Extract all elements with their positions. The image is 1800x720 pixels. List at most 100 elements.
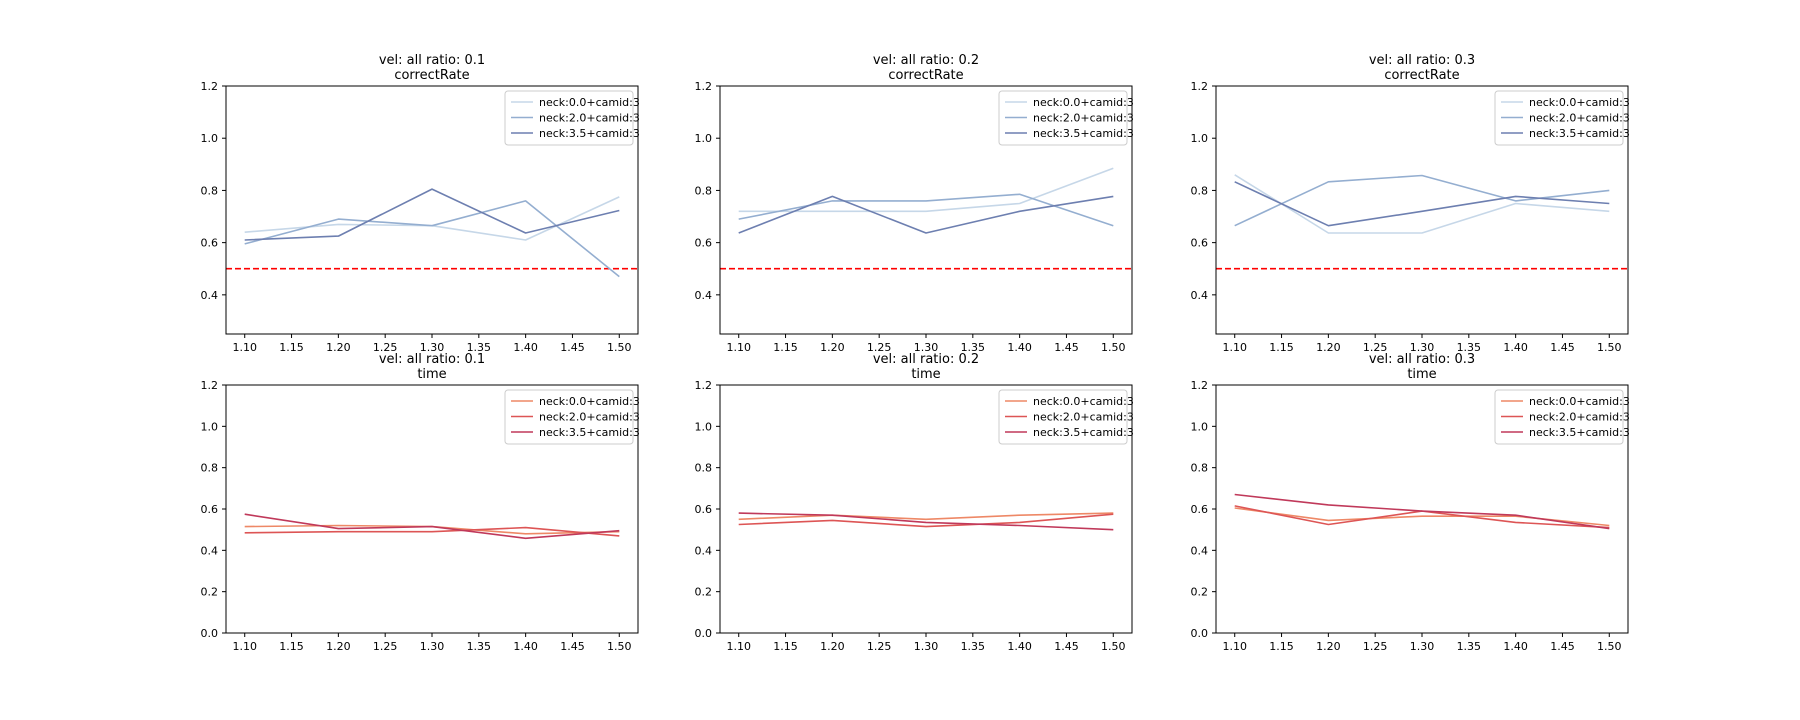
- y-tick-label: 0.6: [695, 237, 713, 250]
- legend-entry: neck:3.5+camid:3: [1033, 127, 1134, 140]
- x-tick-label: 1.20: [326, 640, 351, 653]
- plot-frame: [1215, 384, 1629, 634]
- subplot-title: vel: all ratio: 0.3: [1369, 53, 1475, 68]
- x-tick-label: 1.15: [279, 341, 304, 354]
- legend: neck:0.0+camid:3 neck:2.0+camid:3 neck:3.5…: [504, 389, 640, 445]
- y-tick-label: 0.4: [1191, 289, 1209, 302]
- x-tick-label: 1.50: [607, 640, 632, 653]
- y-tick-label: 0.6: [201, 503, 219, 516]
- x-tick-label: 1.50: [607, 341, 632, 354]
- x-tick-label: 1.35: [1457, 640, 1482, 653]
- legend: neck:0.0+camid:3 neck:2.0+camid:3 neck:3.5…: [998, 90, 1134, 146]
- y-tick-label: 1.0: [201, 132, 219, 145]
- y-tick-label: 0.8: [201, 462, 219, 475]
- y-tick-label: 1.2: [695, 379, 713, 392]
- x-tick-label: 1.30: [420, 341, 445, 354]
- y-tick-label: 0.0: [201, 627, 219, 640]
- legend-entry: neck:2.0+camid:3: [1529, 411, 1630, 424]
- x-tick-label: 1.30: [914, 341, 939, 354]
- subplot-title: vel: all ratio: 0.2: [873, 53, 979, 68]
- y-tick-label: 0.2: [695, 586, 713, 599]
- y-tick-label: 0.8: [201, 184, 219, 197]
- subplot-title: vel: all ratio: 0.1: [379, 53, 485, 68]
- x-tick-label: 1.20: [1316, 640, 1341, 653]
- y-tick-label: 1.0: [1191, 420, 1209, 433]
- y-tick-label: 1.0: [1191, 132, 1209, 145]
- x-tick-label: 1.10: [1222, 640, 1247, 653]
- subplot-title: vel: all ratio: 0.2: [873, 352, 979, 367]
- legend-entry: neck:3.5+camid:3: [1529, 426, 1630, 439]
- legend-entry: neck:3.5+camid:3: [539, 426, 640, 439]
- x-tick-label: 1.35: [467, 341, 492, 354]
- legend-entry: neck:2.0+camid:3: [539, 411, 640, 424]
- x-tick-label: 1.25: [373, 640, 398, 653]
- x-tick-label: 1.40: [513, 640, 538, 653]
- x-tick-label: 1.20: [326, 341, 351, 354]
- x-tick-label: 1.25: [1363, 640, 1388, 653]
- subplot-subtitle: correctRate: [394, 68, 469, 83]
- x-tick-label: 1.25: [373, 341, 398, 354]
- legend-entry: neck:0.0+camid:3: [539, 96, 640, 109]
- x-tick-label: 1.50: [1101, 341, 1126, 354]
- legend-box: [504, 90, 634, 146]
- subplot-subtitle: correctRate: [1384, 68, 1459, 83]
- x-tick-label: 1.40: [1503, 341, 1528, 354]
- x-tick-label: 1.30: [914, 640, 939, 653]
- legend-entry: neck:0.0+camid:3: [1529, 395, 1630, 408]
- x-tick-label: 1.45: [560, 640, 585, 653]
- legend-box: [504, 389, 634, 445]
- x-tick-label: 1.50: [1597, 640, 1622, 653]
- series-line-2: [1234, 174, 1610, 227]
- series-line-3: [738, 512, 1114, 531]
- x-tick-label: 1.10: [726, 640, 751, 653]
- x-tick-label: 1.20: [1316, 341, 1341, 354]
- plot-frame: [719, 384, 1133, 634]
- legend-entry: neck:0.0+camid:3: [1033, 395, 1134, 408]
- x-tick-label: 1.45: [560, 341, 585, 354]
- x-tick-label: 1.15: [1269, 640, 1294, 653]
- x-tick-label: 1.40: [1007, 640, 1032, 653]
- x-tick-label: 1.10: [232, 341, 257, 354]
- plot-frame: [1215, 85, 1629, 335]
- x-tick-label: 1.40: [1007, 341, 1032, 354]
- series-line-3: [244, 513, 620, 540]
- x-tick-label: 1.15: [1269, 341, 1294, 354]
- subplot-subtitle: time: [1407, 367, 1436, 382]
- legend-entry: neck:0.0+camid:3: [539, 395, 640, 408]
- x-tick-label: 1.10: [726, 341, 751, 354]
- y-tick-label: 0.8: [1191, 462, 1209, 475]
- series-line-2: [244, 526, 620, 537]
- plot-frame: [225, 384, 639, 634]
- y-tick-label: 0.6: [1191, 237, 1209, 250]
- y-tick-label: 1.2: [201, 80, 219, 93]
- y-tick-label: 1.2: [201, 379, 219, 392]
- series-line-3: [738, 195, 1114, 234]
- legend-box: [998, 90, 1128, 146]
- y-tick-label: 0.4: [201, 289, 219, 302]
- x-tick-label: 1.25: [867, 341, 892, 354]
- x-tick-label: 1.15: [773, 341, 798, 354]
- series-line-1: [1234, 174, 1610, 234]
- legend: neck:0.0+camid:3 neck:2.0+camid:3 neck:3.5…: [998, 389, 1134, 445]
- x-tick-label: 1.45: [1550, 341, 1575, 354]
- series-line-2: [738, 513, 1114, 528]
- x-tick-label: 1.30: [1410, 341, 1435, 354]
- y-tick-label: 0.4: [1191, 544, 1209, 557]
- subplot-title: vel: all ratio: 0.3: [1369, 352, 1475, 367]
- series-line-3: [1234, 181, 1610, 227]
- legend-entry: neck:2.0+camid:3: [539, 112, 640, 125]
- plot-frame: [719, 85, 1133, 335]
- x-tick-label: 1.40: [513, 341, 538, 354]
- series-line-1: [244, 196, 620, 241]
- y-tick-label: 1.0: [695, 132, 713, 145]
- x-tick-label: 1.30: [1410, 640, 1435, 653]
- legend-box: [998, 389, 1128, 445]
- y-tick-label: 0.0: [1191, 627, 1209, 640]
- legend: neck:0.0+camid:3 neck:2.0+camid:3 neck:3.5…: [504, 90, 640, 146]
- legend-entry: neck:3.5+camid:3: [539, 127, 640, 140]
- legend-box: [1494, 389, 1624, 445]
- legend: neck:0.0+camid:3 neck:2.0+camid:3 neck:3.5…: [1494, 90, 1630, 146]
- y-tick-label: 0.0: [695, 627, 713, 640]
